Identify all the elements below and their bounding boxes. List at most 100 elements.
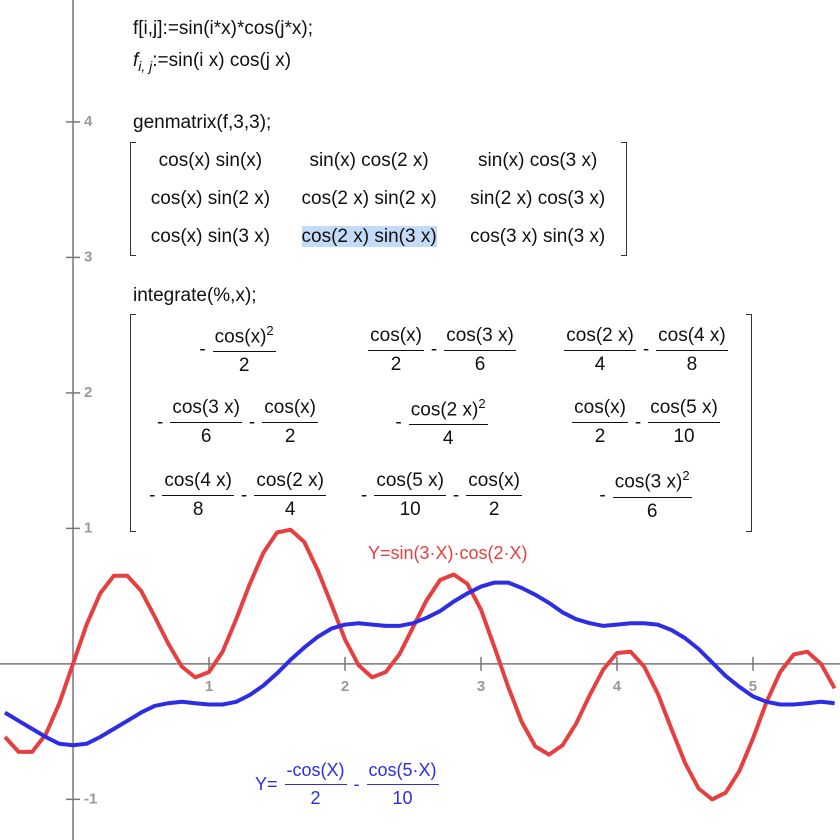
denominator: 10	[673, 426, 695, 448]
denominator: 6	[646, 500, 658, 522]
label-prefix: Y=	[255, 774, 278, 794]
fraction: cos(x)2 2	[212, 323, 276, 377]
sign: -	[248, 411, 256, 433]
y-tick-label: 1	[84, 519, 92, 536]
fraction: cos(5·X) 10	[366, 760, 439, 809]
denominator: 2	[310, 788, 321, 808]
y-tick-label: -1	[84, 790, 97, 807]
label-text: Y=sin(3·X)·cos(2·X)	[368, 543, 528, 563]
x-tick-label: 4	[613, 678, 622, 695]
cell-expression: cos(x) sin(x)	[158, 150, 263, 171]
cell-expression: cos(2 x) sin(2 x)	[301, 188, 437, 209]
fraction: cos(x) 2	[572, 397, 628, 448]
sign: -	[395, 411, 402, 433]
input-line[interactable]: genmatrix(f,3,3);	[133, 112, 272, 133]
numerator: cos(5 x)	[648, 397, 720, 424]
matrix-cell: - cos(4 x) 8- cos(2 x) 4	[136, 459, 340, 532]
sign: -	[634, 411, 642, 433]
matrix-row: cos(x) sin(3 x) cos(2 x) sin(3 x) cos(3 x)…	[136, 218, 622, 256]
denominator: 2	[284, 426, 296, 448]
x-tick-label: 2	[341, 678, 349, 695]
fraction: cos(5 x) 10	[648, 397, 720, 448]
matrix-cell: cos(x) sin(3 x)	[136, 218, 285, 256]
sign: -	[642, 339, 650, 361]
sign: -	[157, 411, 164, 433]
numerator: cos(2 x)	[254, 470, 326, 497]
numerator-text: cos(x)	[214, 326, 267, 348]
numerator-text: cos(x)	[574, 397, 626, 419]
cell-expression: sin(2 x) cos(3 x)	[470, 188, 606, 209]
numerator-text: cos(x)	[370, 324, 422, 346]
cell-expression: cos(x) sin(2 x)	[150, 188, 271, 209]
matrix-cell: - cos(x)2 2	[136, 314, 340, 387]
numerator-text: cos(x)	[468, 470, 520, 492]
numerator-text: cos(5·X)	[368, 760, 437, 780]
numerator: -cos(X)	[284, 760, 347, 785]
cell-expression: sin(x) cos(2 x)	[309, 150, 429, 171]
numerator: cos(4 x)	[162, 470, 234, 497]
denominator: 6	[474, 353, 486, 375]
fraction: cos(4 x) 8	[656, 325, 728, 376]
matrix-cell: cos(x) sin(2 x)	[136, 180, 285, 218]
sign: -	[199, 339, 206, 361]
denominator: 2	[238, 355, 250, 377]
numerator-text: cos(x)	[264, 397, 316, 419]
matrix-table: - cos(x)2 2 cos(x) 2- cos(3 x) 6 cos(2 x) 4- cos(…	[136, 314, 748, 532]
matrix-cell: - cos(5 x) 10- cos(x) 2	[340, 459, 544, 532]
input-line[interactable]: integrate(%,x);	[133, 285, 257, 306]
numerator: cos(3 x)	[170, 397, 242, 424]
fraction: cos(4 x) 8	[162, 470, 234, 521]
numerator-text: cos(2 x)	[410, 399, 479, 421]
matrix-row: cos(x) sin(2 x) cos(2 x) sin(2 x) sin(2 x)…	[136, 180, 622, 218]
exponent: 2	[478, 395, 486, 411]
numerator: cos(2 x)	[564, 325, 636, 351]
fraction: cos(3 x)2 6	[612, 468, 692, 522]
y-tick-label: 3	[84, 248, 92, 265]
denominator: 6	[200, 426, 212, 448]
matrix-cell: - cos(2 x)2 4	[340, 387, 544, 460]
numerator-text: cos(2 x)	[256, 470, 324, 492]
denominator: 2	[488, 499, 500, 521]
x-tick-label: 1	[205, 678, 213, 695]
numerator: cos(x)	[262, 397, 318, 424]
exponent: 2	[266, 323, 274, 339]
denominator: 2	[594, 426, 606, 448]
y-tick-label: 4	[84, 113, 93, 130]
sign: -	[452, 484, 460, 506]
matrix-cell: cos(x) sin(x)	[136, 142, 285, 180]
numerator: cos(2 x)2	[408, 395, 488, 426]
numerator-text: cos(2 x)	[566, 324, 634, 346]
numerator-text: cos(4 x)	[658, 324, 726, 346]
cell-expression: cos(x) sin(3 x)	[150, 226, 271, 247]
denominator: 2	[390, 353, 402, 375]
matrix: cos(x) sin(x) sin(x) cos(2 x) sin(x) cos(3…	[130, 142, 627, 256]
matrix-row: - cos(x)2 2 cos(x) 2- cos(3 x) 6 cos(2 x) 4- cos(…	[136, 314, 748, 387]
fraction: cos(2 x) 4	[254, 470, 326, 521]
denominator: 8	[686, 353, 698, 375]
matrix-cell: cos(x) 2 - cos(5 x) 10	[544, 387, 748, 460]
denominator: 8	[192, 499, 204, 521]
matrix-table: cos(x) sin(x) sin(x) cos(2 x) sin(x) cos(3…	[136, 142, 622, 256]
fraction: cos(x) 2	[262, 397, 318, 448]
sign: -	[149, 484, 156, 506]
numerator-text: cos(3 x)	[446, 324, 514, 346]
denominator: 4	[284, 499, 296, 521]
output-line: fi, j:=sin(i x) cos(j x)	[133, 50, 291, 74]
matrix-cell: cos(x) 2 - cos(3 x) 6	[340, 314, 544, 387]
denominator: 4	[594, 353, 606, 375]
matrix-cell: sin(2 x) cos(3 x)	[453, 180, 622, 218]
curve-label: Y=sin(3·X)·cos(2·X)	[368, 543, 528, 564]
denominator: 10	[399, 499, 421, 521]
denominator: 10	[392, 788, 413, 808]
fraction: cos(2 x) 4	[564, 325, 636, 376]
bracket	[130, 314, 136, 532]
bracket	[746, 314, 752, 532]
numerator: cos(x)	[368, 325, 424, 351]
numerator-text: cos(3 x)	[172, 397, 240, 419]
numerator: cos(4 x)	[656, 325, 728, 351]
numerator: cos(5 x)	[374, 470, 446, 497]
numerator: cos(5·X)	[366, 760, 439, 785]
input-line[interactable]: f[i,j]:=sin(i*x)*cos(j*x);	[133, 18, 313, 39]
